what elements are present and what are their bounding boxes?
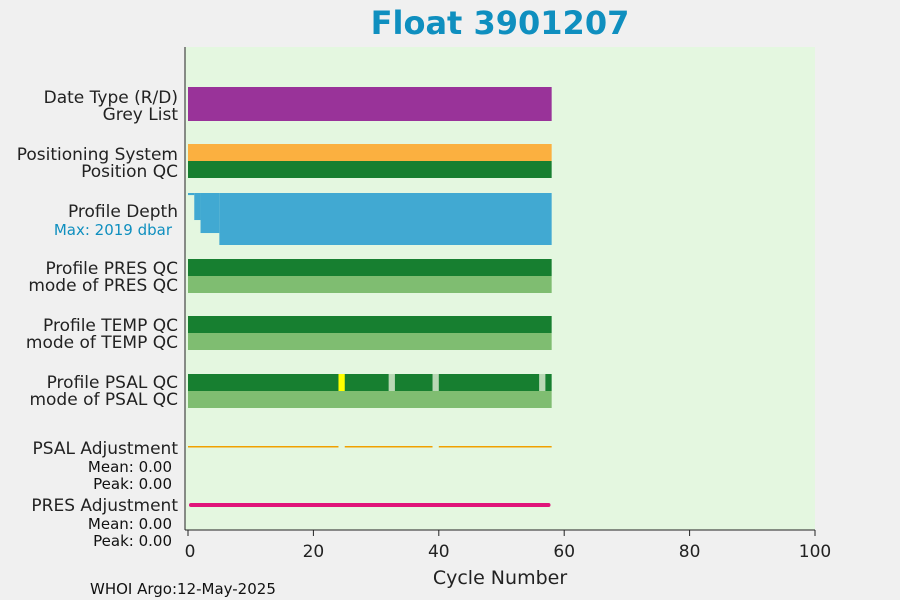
label-max-depth: Max: 2019 dbar: [54, 221, 173, 239]
profile-depth-step-2: [200, 193, 220, 234]
label-psal-mean: Mean: 0.00: [88, 458, 172, 476]
x-tick-label-1: 20: [303, 542, 325, 562]
label-profile-psal-qc: Profile PSAL QC: [47, 373, 178, 393]
psal-qc-flag-0: [338, 374, 345, 391]
x-axis-ticks: 0 20 40 60 80 100: [185, 530, 831, 562]
chart-marks: [188, 87, 552, 507]
x-tick-label-4: 80: [679, 542, 701, 562]
label-pres-adjustment: PRES Adjustment: [31, 496, 178, 516]
psal-qc-flag-3: [539, 374, 546, 391]
x-tick-label-3: 60: [553, 542, 575, 562]
mode-temp-qc-bar: [188, 333, 552, 350]
psal-adjustment-segment-1: [344, 446, 433, 448]
x-axis-label: Cycle Number: [433, 567, 567, 589]
chart-title: Float 3901207: [371, 4, 630, 42]
label-mode-psal-qc: mode of PSAL QC: [29, 390, 178, 410]
psal-qc-flag-2: [432, 374, 439, 391]
label-profile-temp-qc: Profile TEMP QC: [43, 316, 178, 336]
label-mode-pres-qc: mode of PRES QC: [28, 276, 178, 296]
label-pres-peak: Peak: 0.00: [93, 532, 172, 550]
mode-pres-qc-bar: [188, 276, 552, 293]
profile-temp-qc-bar: [188, 316, 552, 333]
label-profile-pres-qc: Profile PRES QC: [45, 259, 178, 279]
date-type-bar: [188, 87, 552, 104]
positioning-system-bar: [188, 144, 552, 161]
psal-adjustment-segment-0: [188, 446, 339, 448]
label-psal-adjustment: PSAL Adjustment: [33, 439, 179, 459]
label-pres-mean: Mean: 0.00: [88, 515, 172, 533]
profile-pres-qc-bar: [188, 259, 552, 276]
profile-depth-step-1: [194, 193, 201, 221]
label-profile-depth: Profile Depth: [68, 202, 178, 222]
label-psal-peak: Peak: 0.00: [93, 475, 172, 493]
label-position-qc: Position QC: [81, 162, 178, 182]
grey-list-bar: [188, 104, 552, 121]
psal-qc-flag-1: [388, 374, 395, 391]
label-positioning-system: Positioning System: [17, 145, 178, 165]
label-date-type: Date Type (R/D): [44, 88, 178, 108]
label-mode-temp-qc: mode of TEMP QC: [26, 333, 178, 353]
profile-depth-step-0: [188, 193, 195, 196]
profile-psal-qc-bar: [188, 374, 552, 391]
psal-adjustment-segment-2: [438, 446, 552, 448]
x-tick-label-5: 100: [799, 542, 831, 562]
x-tick-label-0: 0: [185, 542, 196, 562]
mode-psal-qc-bar: [188, 391, 552, 408]
position-qc-bar: [188, 161, 552, 178]
label-grey-list: Grey List: [103, 105, 179, 125]
x-tick-label-2: 40: [428, 542, 450, 562]
profile-depth-step-3: [219, 193, 552, 245]
footer-date: WHOI Argo:12-May-2025: [90, 580, 276, 598]
